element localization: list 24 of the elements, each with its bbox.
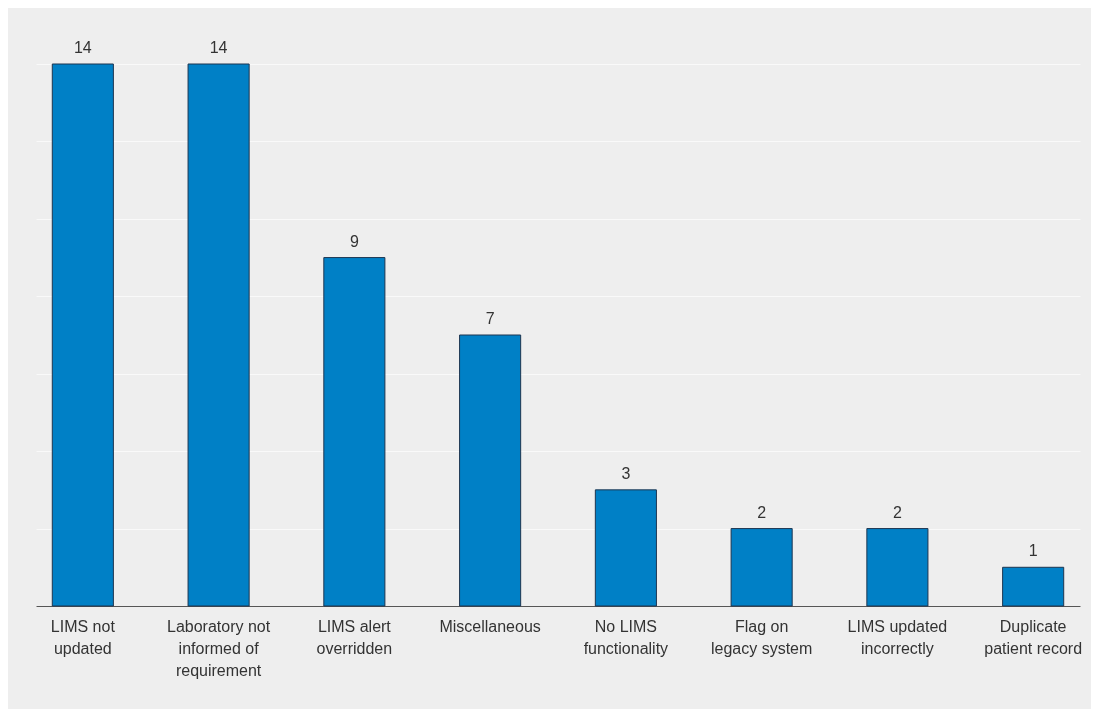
bar [187, 63, 250, 607]
data-label: 14 [73, 39, 92, 56]
bar [459, 334, 522, 607]
x-tick-label: Laboratory not informed of requirement [167, 617, 271, 679]
bar [730, 528, 793, 607]
x-tick-label: Miscellaneous [439, 617, 541, 635]
data-label: 1 [1028, 542, 1038, 560]
data-label: 7 [485, 310, 495, 327]
bar [594, 489, 657, 607]
data-label: 2 [757, 503, 767, 521]
x-tick-label: Flag on legacy system [710, 617, 813, 657]
bar [866, 528, 929, 607]
bar [51, 63, 114, 607]
x-tick-label: Duplicate patient record [984, 617, 1083, 657]
x-tick-label: LIMS alert overridden [316, 617, 393, 657]
data-label: 9 [349, 232, 359, 250]
x-tick-label: No LIMS functionality [583, 617, 669, 657]
bar [323, 257, 386, 607]
bar [1002, 566, 1065, 607]
x-tick-label: LIMS updated incorrectly [847, 617, 948, 657]
data-label: 3 [621, 464, 631, 482]
data-label: 14 [209, 39, 228, 56]
x-tick-label: LIMS not updated [50, 617, 116, 657]
data-label: 2 [892, 503, 902, 521]
